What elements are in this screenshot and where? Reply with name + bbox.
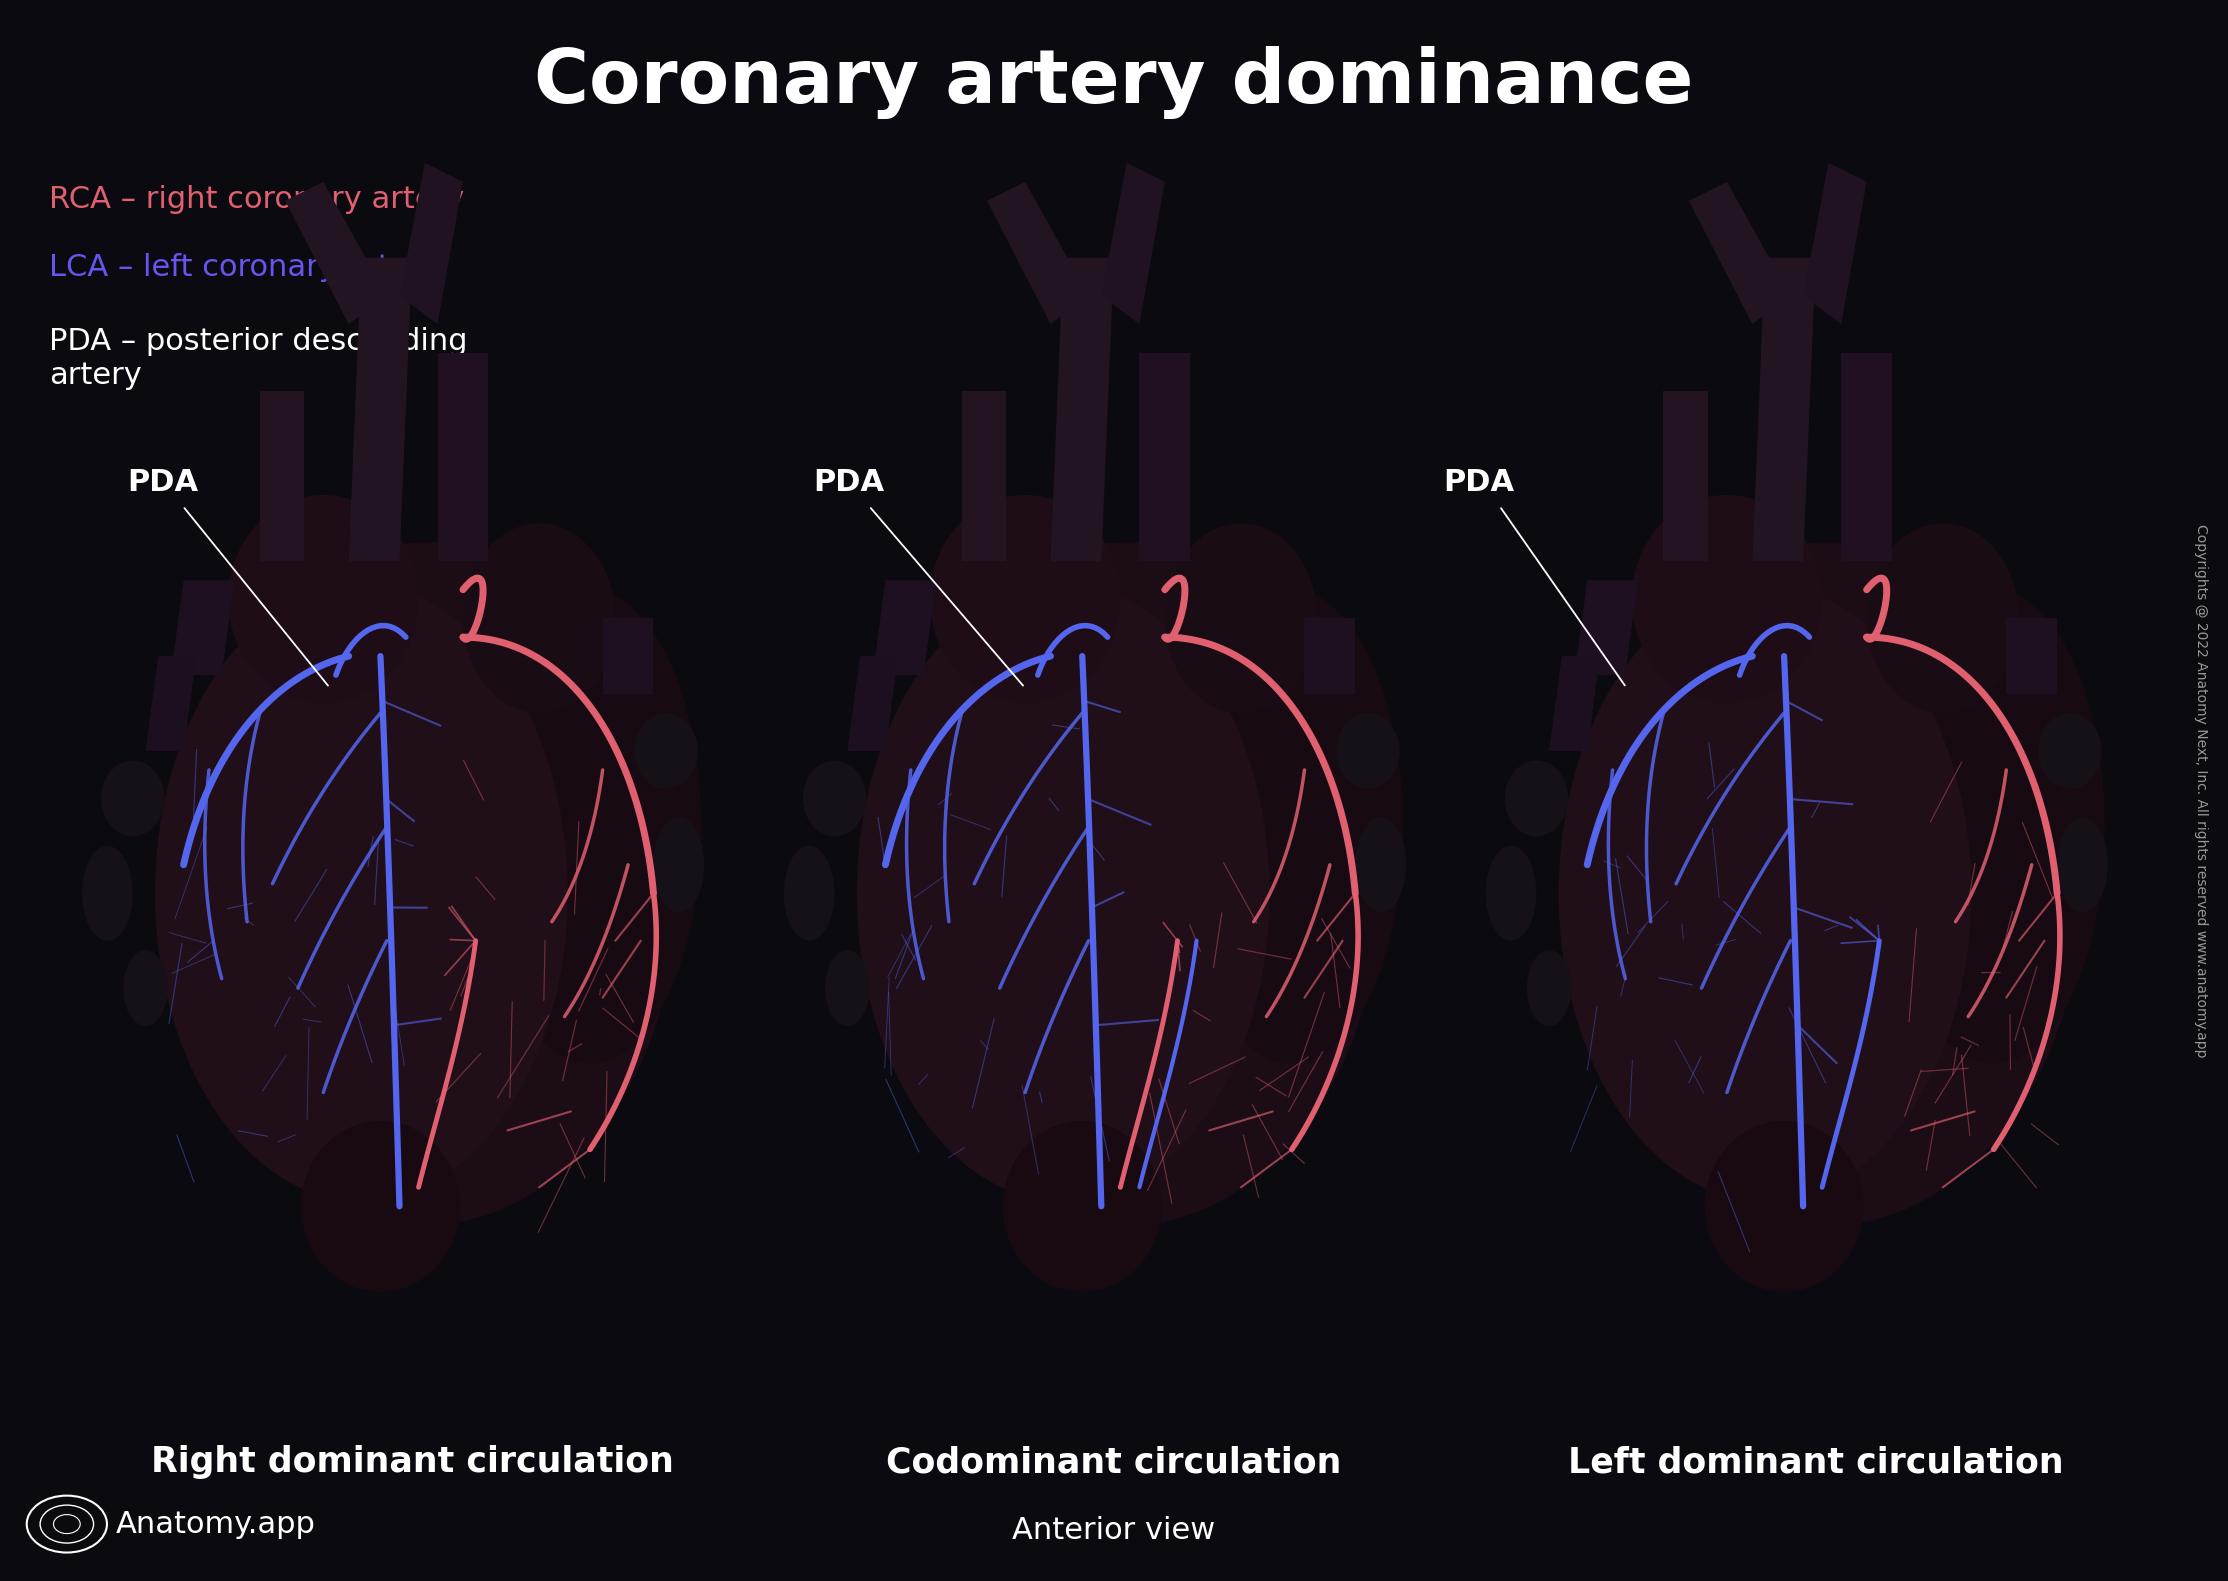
- Ellipse shape: [1867, 523, 2019, 713]
- Text: Codominant circulation: Codominant circulation: [887, 1445, 1341, 1480]
- Ellipse shape: [227, 495, 419, 704]
- Ellipse shape: [2039, 713, 2101, 789]
- Ellipse shape: [1165, 523, 1317, 713]
- Polygon shape: [847, 656, 898, 751]
- Polygon shape: [261, 391, 305, 561]
- Polygon shape: [172, 580, 234, 675]
- Text: Right dominant circulation: Right dominant circulation: [152, 1445, 673, 1480]
- Ellipse shape: [1631, 495, 1823, 704]
- Ellipse shape: [1575, 542, 2083, 1225]
- Polygon shape: [873, 580, 936, 675]
- Polygon shape: [1840, 353, 1892, 561]
- Ellipse shape: [784, 846, 836, 941]
- Ellipse shape: [1560, 585, 1972, 1202]
- Ellipse shape: [858, 585, 1270, 1202]
- Ellipse shape: [1337, 713, 1399, 789]
- Ellipse shape: [463, 523, 615, 713]
- Text: PDA: PDA: [1444, 468, 1515, 496]
- Ellipse shape: [156, 585, 568, 1202]
- Ellipse shape: [653, 817, 704, 912]
- Ellipse shape: [635, 713, 697, 789]
- Polygon shape: [602, 618, 653, 694]
- Text: LCA – left coronary artery: LCA – left coronary artery: [49, 253, 439, 281]
- Polygon shape: [987, 182, 1089, 324]
- Polygon shape: [1802, 163, 1867, 324]
- Text: PDA: PDA: [813, 468, 885, 496]
- Ellipse shape: [100, 760, 165, 836]
- Polygon shape: [1306, 618, 1355, 694]
- Ellipse shape: [873, 542, 1381, 1225]
- Polygon shape: [1664, 391, 1709, 561]
- Text: PDA: PDA: [127, 468, 198, 496]
- Ellipse shape: [824, 950, 869, 1026]
- Polygon shape: [285, 182, 388, 324]
- Ellipse shape: [1355, 817, 1406, 912]
- Ellipse shape: [301, 1121, 459, 1292]
- Text: RCA – right coronary artery: RCA – right coronary artery: [49, 185, 463, 213]
- Text: PDA – posterior descending
artery: PDA – posterior descending artery: [49, 327, 468, 391]
- Ellipse shape: [1181, 590, 1404, 1064]
- Text: Anterior view: Anterior view: [1012, 1516, 1216, 1545]
- Text: Left dominant circulation: Left dominant circulation: [1569, 1445, 2063, 1480]
- Polygon shape: [1139, 353, 1190, 561]
- Polygon shape: [1101, 163, 1165, 324]
- Ellipse shape: [1704, 1121, 1863, 1292]
- Polygon shape: [1575, 580, 1638, 675]
- Polygon shape: [1689, 182, 1791, 324]
- Ellipse shape: [1003, 1121, 1161, 1292]
- Polygon shape: [1052, 258, 1114, 561]
- Ellipse shape: [1486, 846, 1537, 941]
- Ellipse shape: [2056, 817, 2108, 912]
- Text: Anatomy.app: Anatomy.app: [116, 1510, 316, 1538]
- Text: Coronary artery dominance: Coronary artery dominance: [535, 46, 1693, 119]
- Ellipse shape: [1504, 760, 1569, 836]
- Polygon shape: [962, 391, 1007, 561]
- Ellipse shape: [123, 950, 167, 1026]
- Polygon shape: [2005, 618, 2056, 694]
- Polygon shape: [1548, 656, 1600, 751]
- Ellipse shape: [802, 760, 867, 836]
- Ellipse shape: [479, 590, 702, 1064]
- Polygon shape: [348, 258, 412, 561]
- Polygon shape: [1751, 258, 1816, 561]
- Polygon shape: [399, 163, 463, 324]
- Ellipse shape: [1526, 950, 1571, 1026]
- Polygon shape: [437, 353, 488, 561]
- Ellipse shape: [172, 542, 680, 1225]
- Ellipse shape: [929, 495, 1121, 704]
- Ellipse shape: [82, 846, 134, 941]
- Ellipse shape: [1883, 590, 2105, 1064]
- Polygon shape: [145, 656, 196, 751]
- Text: Copyrights @ 2022 Anatomy Next, Inc. All rights reserved www.anatomy.app: Copyrights @ 2022 Anatomy Next, Inc. All…: [2195, 523, 2208, 1058]
